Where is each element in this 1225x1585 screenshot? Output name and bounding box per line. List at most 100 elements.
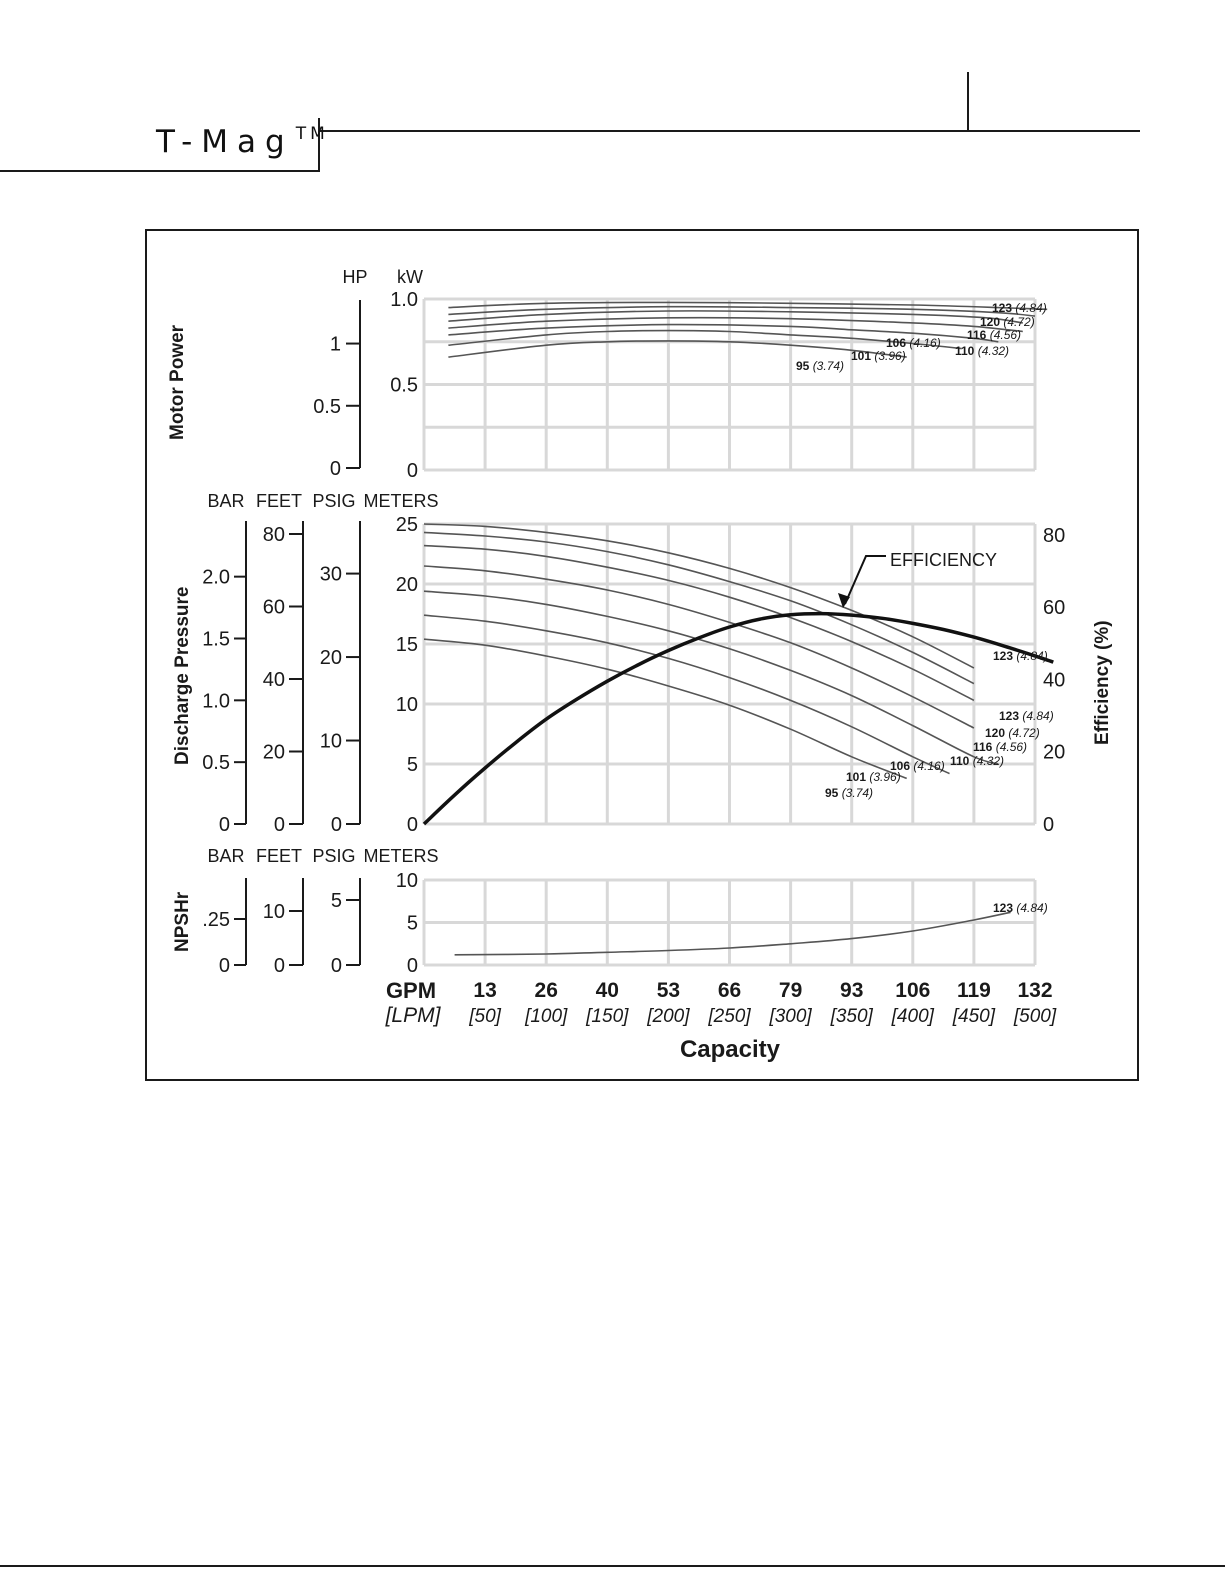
- header-divider-right: [967, 72, 969, 130]
- psig-tick-label: 10: [320, 731, 342, 753]
- pressure-label-number: 116: [973, 740, 996, 754]
- pressure-label-value: (4.32): [973, 754, 1004, 768]
- pressure-unit-feet: FEET: [256, 491, 302, 511]
- bar-tick-label: 2.0: [202, 567, 230, 589]
- npshr-title: NPSHr: [172, 891, 193, 952]
- motor-power-curve-123: [448, 301, 1048, 311]
- lpm-tick-label: [500]: [1013, 1006, 1057, 1027]
- feet-tick-label: 20: [263, 742, 285, 764]
- npshr-feet-tick-label: 10: [263, 901, 285, 923]
- meters-tick-label: 0: [407, 814, 418, 836]
- kw-unit-label: kW: [397, 267, 423, 287]
- motor-power-label-value: (4.56): [990, 328, 1021, 342]
- motor-power-curve-106: [448, 323, 999, 343]
- lpm-unit-label: [LPM]: [385, 1004, 442, 1027]
- header-rule-left: [0, 170, 320, 172]
- pressure-label-95: 95 (3.74): [825, 786, 873, 800]
- motor-power-label-number: 106: [886, 336, 909, 350]
- efficiency-axis-title: Efficiency (%): [1092, 620, 1113, 745]
- efficiency-label-value: (4.84): [1016, 649, 1047, 663]
- lpm-tick-label: [50]: [468, 1006, 501, 1027]
- motor-power-label-number: 116: [967, 328, 990, 342]
- x-axis-title: Capacity: [680, 1036, 781, 1063]
- motor-power-curve-110: [448, 316, 1023, 333]
- efficiency-curve: [422, 611, 1054, 826]
- pressure-curve-95: [423, 638, 907, 780]
- efficiency-label-123: 123 (4.84): [993, 649, 1048, 663]
- motor-power-curve-116: [448, 310, 1023, 324]
- npshr-bar-tick-label: 0: [219, 955, 230, 977]
- pressure-label-106: 106 (4.16): [890, 759, 945, 773]
- motor-power-label-120: 120 (4.72): [980, 315, 1035, 329]
- pressure-label-value: (3.96): [869, 770, 900, 784]
- lpm-tick-label: [350]: [830, 1006, 874, 1027]
- pressure-label-number: 101: [846, 770, 869, 784]
- hp-tick-label: 0.5: [313, 396, 341, 418]
- motor-power-label-123: 123 (4.84): [992, 301, 1047, 315]
- motor-power-label-101: 101 (3.96): [851, 349, 906, 363]
- bar-tick-label: 0: [219, 814, 230, 836]
- kw-tick-label: 0.5: [390, 375, 418, 397]
- motor-power-label-value: (3.96): [874, 349, 905, 363]
- pressure-label-110: 110 (4.32): [950, 754, 1004, 768]
- npshr-psig-tick-label: 0: [331, 955, 342, 977]
- gpm-tick-label: 66: [718, 979, 741, 1002]
- meters-tick-label: 5: [407, 754, 418, 776]
- pressure-label-number: 95: [825, 786, 842, 800]
- pressure-label-120: 120 (4.72): [985, 726, 1040, 740]
- pressure-curve-101: [423, 614, 950, 775]
- pressure-curve-123: [423, 523, 975, 669]
- discharge-pressure-title: Discharge Pressure: [172, 587, 193, 766]
- motor-power-curve-120: [448, 305, 1036, 317]
- pressure-label-value: (4.84): [1022, 709, 1053, 723]
- pressure-label-number: 110: [950, 754, 973, 768]
- feet-tick-label: 60: [263, 597, 285, 619]
- npshr-bar-tick-label: .25: [202, 909, 230, 931]
- meters-tick-label: 15: [396, 634, 418, 656]
- lpm-tick-label: [100]: [524, 1006, 568, 1027]
- lpm-tick-label: [400]: [891, 1006, 935, 1027]
- chart-frame: [145, 229, 1139, 1081]
- pressure-unit-bar: BAR: [207, 491, 244, 511]
- pressure-label-number: 123: [999, 709, 1022, 723]
- efficiency-callout-label: EFFICIENCY: [890, 550, 997, 570]
- footer-rule: [0, 1565, 1225, 1567]
- motor-power-label-value: (4.72): [1003, 315, 1034, 329]
- hp-tick-label: 0: [330, 458, 341, 480]
- npshr-meters-tick-label: 10: [396, 870, 418, 892]
- meters-tick-label: 20: [396, 574, 418, 596]
- feet-tick-label: 80: [263, 524, 285, 546]
- lpm-tick-label: [200]: [646, 1006, 690, 1027]
- psig-tick-label: 30: [320, 564, 342, 586]
- pressure-label-value: (3.74): [842, 786, 873, 800]
- motor-power-label-value: (4.16): [909, 336, 940, 350]
- bar-tick-label: 0.5: [202, 752, 230, 774]
- npshr-psig-tick-label: 5: [331, 890, 342, 912]
- pressure-label-number: 106: [890, 759, 913, 773]
- motor-power-label-116: 116 (4.56): [967, 328, 1021, 342]
- npshr-label-123: 123 (4.84): [993, 901, 1048, 915]
- efficiency-tick-label: 40: [1043, 669, 1065, 691]
- motor-power-label-106: 106 (4.16): [886, 336, 941, 350]
- gpm-tick-label: 40: [596, 979, 619, 1002]
- pressure-curve-106: [423, 590, 999, 765]
- pressure-label-123: 123 (4.84): [999, 709, 1054, 723]
- efficiency-tick-label: 20: [1043, 742, 1065, 764]
- bar-tick-label: 1.0: [202, 690, 230, 712]
- hp-unit-label: HP: [342, 267, 367, 287]
- hp-tick-label: 1: [330, 334, 341, 356]
- feet-tick-label: 0: [274, 814, 285, 836]
- lpm-tick-label: [450]: [952, 1006, 996, 1027]
- gpm-tick-label: 53: [657, 979, 680, 1002]
- lpm-tick-label: [150]: [585, 1006, 629, 1027]
- npshr-unit-psig: PSIG: [312, 846, 355, 866]
- npshr-meters-tick-label: 0: [407, 955, 418, 977]
- psig-tick-label: 20: [320, 647, 342, 669]
- efficiency-tick-label: 80: [1043, 525, 1065, 547]
- bar-tick-label: 1.5: [202, 628, 230, 650]
- header-rule-right: [318, 130, 1140, 132]
- gpm-tick-label: 93: [840, 979, 863, 1002]
- efficiency-leader-line: [844, 555, 886, 605]
- meters-tick-label: 10: [396, 694, 418, 716]
